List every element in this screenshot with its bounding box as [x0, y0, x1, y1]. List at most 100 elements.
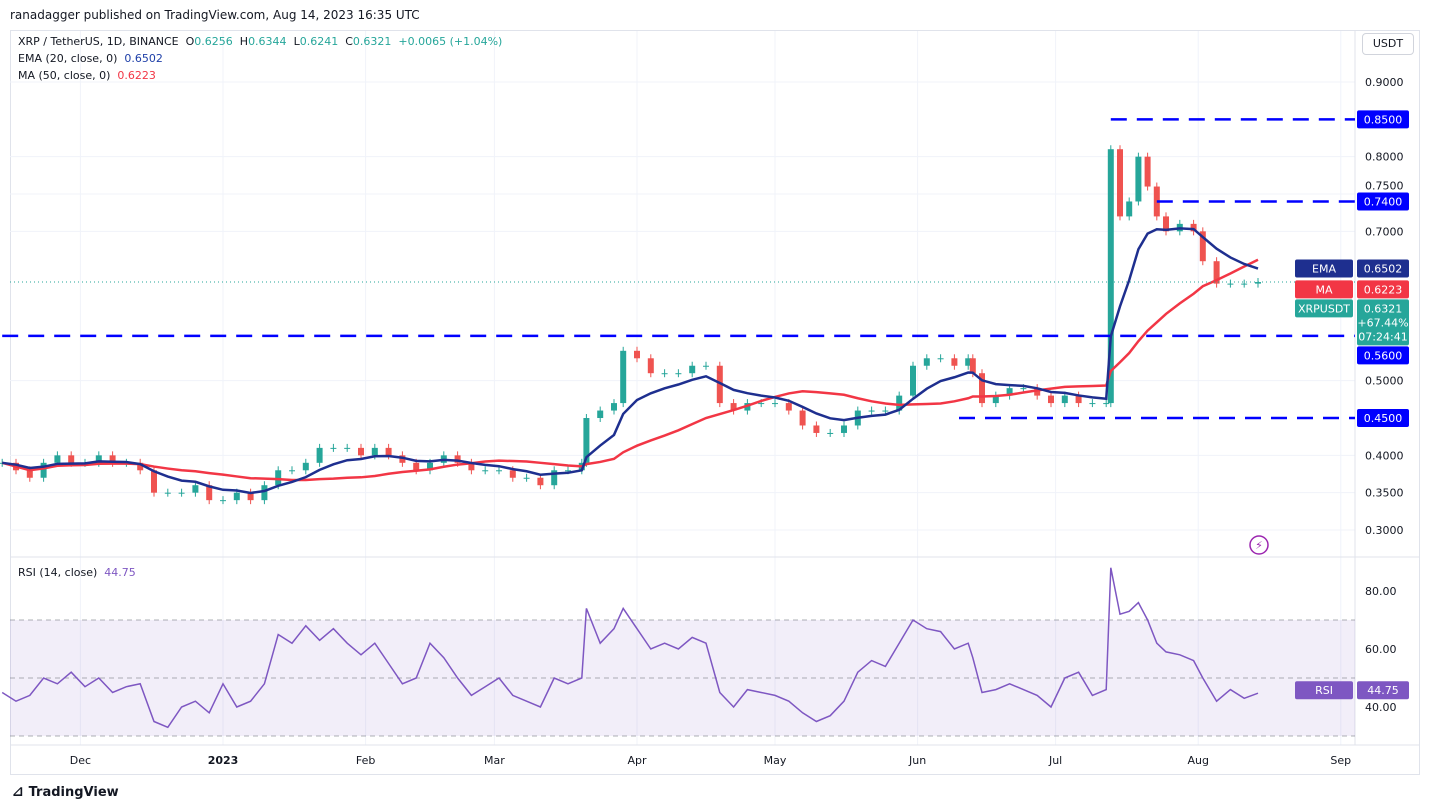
- ema-price-tag-box: [1357, 259, 1409, 278]
- candle: [1048, 395, 1054, 404]
- high-label: H: [239, 35, 249, 48]
- publisher-caption: ranadagger published on TradingView.com,…: [10, 8, 420, 22]
- ema-price-tag-label: 0.6502: [1364, 263, 1403, 276]
- last-price-tag-name-box: [1295, 299, 1353, 318]
- candle: [95, 455, 102, 463]
- candle: [689, 365, 696, 374]
- ema-line: [2, 227, 1259, 495]
- candle: [371, 447, 378, 456]
- candle: [597, 410, 604, 419]
- candle: [468, 462, 475, 471]
- ma-line: [1, 258, 1259, 482]
- candle: [1107, 149, 1114, 404]
- candle: [68, 455, 75, 463]
- candle: [799, 410, 806, 426]
- candle: [716, 365, 723, 404]
- candle: [40, 462, 47, 478]
- candle: [537, 477, 544, 486]
- candle: [965, 358, 972, 366]
- candle: [1034, 388, 1041, 396]
- candle: [1199, 231, 1206, 262]
- candle: [620, 350, 627, 404]
- candle: [233, 492, 240, 501]
- candle: [109, 455, 116, 463]
- candle: [937, 358, 944, 360]
- low-value: 0.6241: [299, 35, 339, 48]
- chart-frame: [10, 30, 1420, 775]
- candle: [992, 395, 999, 404]
- candle: [969, 358, 976, 374]
- rsi-tick-label: 80.00: [1365, 585, 1397, 598]
- ma-price-tag-name: MA: [1315, 283, 1332, 296]
- candle: [583, 418, 590, 463]
- rsi-value-tag-name-box: [1295, 681, 1353, 700]
- time-tick-label: Aug: [1187, 754, 1208, 767]
- ma-legend[interactable]: MA (50, close, 0) 0.6223: [18, 69, 156, 82]
- candle: [509, 470, 516, 478]
- time-tick-label: Feb: [356, 754, 375, 767]
- level-price-tag-box: [1357, 110, 1409, 129]
- candle: [1163, 216, 1169, 232]
- lightning-glyph: ⚡: [1255, 539, 1263, 552]
- open-label: O: [185, 35, 195, 48]
- candle: [302, 462, 309, 471]
- candle: [1241, 283, 1248, 285]
- time-tick-label: Jul: [1048, 754, 1062, 767]
- candle: [54, 455, 61, 463]
- lightning-icon: [1249, 535, 1269, 555]
- rsi-line: [1, 567, 1259, 729]
- open-value: 0.6256: [194, 35, 233, 48]
- price-tick-label: 0.4000: [1365, 449, 1404, 462]
- candle: [896, 395, 903, 411]
- candle: [827, 432, 834, 434]
- ema-legend[interactable]: EMA (20, close, 0) 0.6502: [18, 52, 163, 65]
- level-price-tag-label: 0.4500: [1364, 412, 1403, 425]
- time-tick-label: Dec: [70, 754, 91, 767]
- price-tick-label: 0.5000: [1365, 375, 1404, 388]
- close-value: 0.6321: [352, 35, 392, 48]
- candle: [841, 425, 847, 433]
- low-label: L: [293, 35, 300, 48]
- price-tick-label: 0.3500: [1365, 487, 1404, 500]
- candle: [496, 470, 502, 472]
- tradingview-logo[interactable]: ⊿ TradingView: [12, 784, 119, 800]
- candle: [1075, 395, 1082, 404]
- candle: [1020, 388, 1027, 390]
- rsi-legend[interactable]: RSI (14, close) 44.75: [18, 566, 136, 579]
- time-tick-label: Mar: [484, 754, 505, 767]
- candle: [275, 470, 282, 486]
- rsi-tick-label: 60.00: [1365, 643, 1397, 656]
- rsi-tick-label: 40.00: [1365, 701, 1397, 714]
- candle: [882, 410, 889, 412]
- candle: [1126, 201, 1133, 217]
- candle: [1190, 223, 1197, 232]
- candle: [1103, 403, 1110, 405]
- candle: [206, 485, 213, 501]
- candle: [1117, 149, 1123, 217]
- candle: [565, 470, 571, 472]
- candle: [137, 462, 144, 471]
- candle: [151, 470, 157, 493]
- candle: [611, 403, 617, 411]
- time-tick-label: 2023: [208, 754, 239, 767]
- ema-value: 0.6502: [124, 52, 163, 65]
- candle: [1144, 156, 1151, 187]
- time-tick-label: Jun: [908, 754, 926, 767]
- candle: [164, 492, 171, 494]
- level-price-tag-label: 0.5600: [1364, 349, 1403, 362]
- candle: [192, 485, 199, 493]
- ma-price-tag-box: [1357, 280, 1409, 299]
- candle: [1213, 261, 1220, 284]
- ema-price-tag-name: EMA: [1312, 263, 1336, 276]
- candle: [482, 470, 489, 472]
- candle: [247, 492, 254, 501]
- candle: [703, 365, 709, 367]
- candle: [1006, 388, 1013, 396]
- level-price-tag-box: [1357, 346, 1409, 365]
- high-value: 0.6344: [248, 35, 287, 48]
- candle: [910, 365, 916, 396]
- currency-button[interactable]: USDT: [1362, 33, 1414, 55]
- rsi-value-tag-box: [1357, 681, 1409, 700]
- price-tick-label: 0.3000: [1365, 524, 1404, 537]
